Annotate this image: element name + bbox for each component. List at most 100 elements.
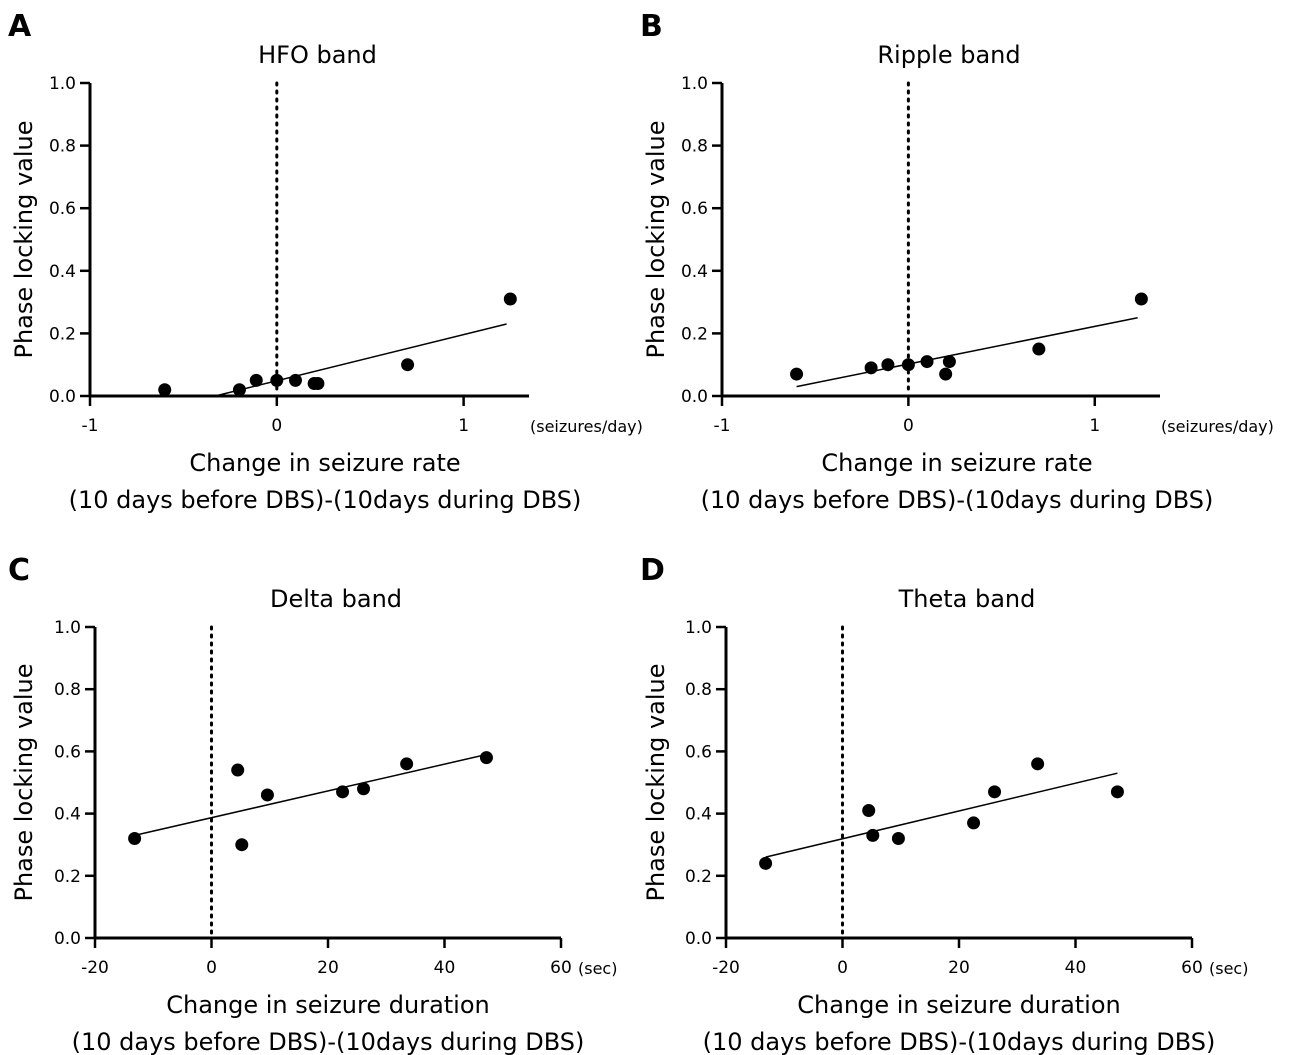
regression-line	[134, 753, 487, 837]
x-tick-label: 20	[317, 958, 339, 978]
x-tick-label: 20	[948, 958, 970, 978]
x-axis-unit: (seizures/day)	[1161, 417, 1274, 436]
x-axis-label: Change in seizure rate	[821, 449, 1092, 477]
y-tick-label: 0.8	[685, 680, 712, 700]
data-point	[1031, 757, 1045, 771]
x-tick-label: 40	[434, 958, 456, 978]
data-point	[249, 373, 263, 387]
y-tick-label: 0.4	[49, 262, 76, 282]
x-axis-label: Change in seizure rate	[189, 449, 460, 477]
x-axis-unit: (sec)	[1209, 959, 1248, 978]
x-tick-label: 60	[1181, 958, 1203, 978]
y-tick-label: 0.2	[54, 867, 81, 887]
panel-a: A HFO band Phase locking value 0.0 0.2 0.4 0.6…	[8, 9, 643, 514]
panel-letter: D	[640, 553, 665, 588]
x-axis-label: Change in seizure duration	[166, 991, 490, 1019]
data-point	[790, 367, 804, 381]
y-tick-label: 0.4	[681, 262, 708, 282]
data-point	[866, 828, 880, 842]
data-point	[270, 373, 284, 387]
y-tick-label: 0.8	[54, 680, 81, 700]
data-point	[1032, 342, 1046, 356]
data-point	[336, 785, 350, 799]
data-point	[232, 383, 246, 397]
y-tick-label: 1.0	[681, 74, 708, 94]
y-axis-label: Phase locking value	[10, 663, 38, 901]
data-point	[967, 816, 981, 830]
y-tick-label: 0.4	[685, 805, 712, 825]
chart-title: Theta band	[898, 585, 1036, 613]
y-tick-label: 0.6	[49, 199, 76, 219]
y-tick-label: 0.4	[54, 805, 81, 825]
data-point	[881, 358, 895, 372]
data-point	[401, 358, 415, 372]
data-point	[1110, 785, 1124, 799]
y-tick-label: 0.0	[49, 387, 76, 407]
data-point	[759, 856, 773, 870]
panel-c: C Delta band Phase locking value 0.0 0.2 0.4 0…	[8, 553, 617, 1055]
data-point	[311, 376, 325, 390]
x-tick-label: 60	[550, 958, 572, 978]
x-axis-label-subtitle: (10 days before DBS)-(10days during DBS)	[703, 1028, 1216, 1055]
x-tick-label: -20	[712, 958, 740, 978]
data-point	[862, 803, 876, 817]
data-point	[891, 831, 905, 845]
x-tick-label: -20	[81, 958, 109, 978]
x-tick-label: 0	[206, 958, 217, 978]
data-point	[942, 355, 956, 369]
y-tick-label: 0.6	[681, 199, 708, 219]
data-point	[479, 751, 493, 765]
data-point	[288, 373, 302, 387]
y-axis-label: Phase locking value	[642, 663, 670, 901]
panel-letter: B	[640, 9, 663, 44]
y-tick-label: 0.2	[685, 867, 712, 887]
data-point	[901, 358, 915, 372]
chart-title: Ripple band	[877, 41, 1020, 69]
y-tick-label: 0.0	[685, 929, 712, 949]
y-axis-label: Phase locking value	[642, 120, 670, 358]
x-axis-label-subtitle: (10 days before DBS)-(10days during DBS)	[69, 486, 582, 514]
y-tick-label: 0.2	[49, 324, 76, 344]
y-tick-label: 0.6	[54, 742, 81, 762]
chart-title: HFO band	[258, 41, 377, 69]
y-tick-label: 1.0	[49, 74, 76, 94]
data-point	[503, 292, 517, 306]
x-tick-label: -1	[82, 416, 99, 436]
y-tick-label: 0.6	[685, 742, 712, 762]
data-point	[231, 763, 245, 777]
x-tick-label: 0	[903, 416, 914, 436]
x-axis-unit: (sec)	[578, 959, 617, 978]
panel-letter: A	[8, 9, 32, 44]
x-axis-label-subtitle: (10 days before DBS)-(10days during DBS)	[701, 486, 1214, 514]
data-point	[1134, 292, 1148, 306]
x-tick-label: 0	[837, 958, 848, 978]
y-tick-label: 0.2	[681, 324, 708, 344]
x-axis-label: Change in seizure duration	[797, 991, 1121, 1019]
x-axis-label-subtitle: (10 days before DBS)-(10days during DBS)	[72, 1028, 585, 1055]
x-tick-label: 1	[458, 416, 469, 436]
regression-line	[214, 323, 507, 397]
panel-d: D Theta band Phase locking value 0.0 0.2 0.4 0…	[640, 553, 1248, 1055]
data-point	[235, 838, 249, 852]
panel-letter: C	[8, 553, 30, 588]
data-point	[357, 782, 371, 796]
data-point	[920, 355, 934, 369]
y-tick-label: 1.0	[685, 618, 712, 638]
data-point	[158, 383, 172, 397]
chart-title: Delta band	[270, 585, 402, 613]
data-point	[128, 831, 142, 845]
x-tick-label: 1	[1089, 416, 1100, 436]
x-axis-unit: (seizures/day)	[530, 417, 643, 436]
x-tick-label: 40	[1065, 958, 1087, 978]
x-tick-label: 0	[271, 416, 282, 436]
data-point	[988, 785, 1002, 799]
y-tick-label: 0.0	[54, 929, 81, 949]
x-tick-label: -1	[714, 416, 731, 436]
y-tick-label: 0.8	[681, 137, 708, 157]
y-tick-label: 0.0	[681, 387, 708, 407]
y-axis-label: Phase locking value	[10, 120, 38, 358]
y-tick-label: 1.0	[54, 618, 81, 638]
data-point	[260, 788, 274, 802]
regression-line	[796, 317, 1138, 388]
data-point	[400, 757, 414, 771]
